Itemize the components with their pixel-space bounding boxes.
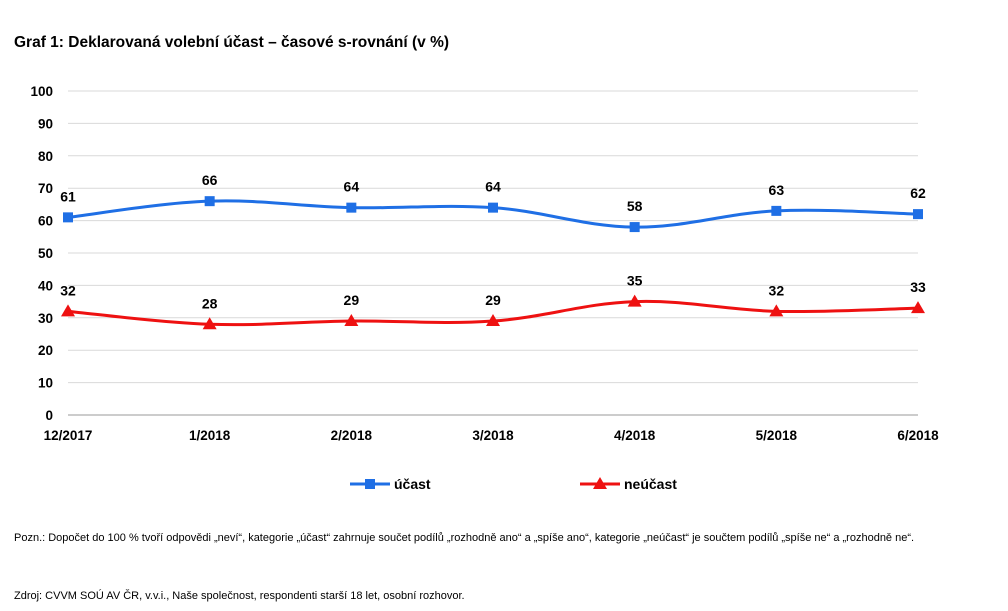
gridlines <box>68 90 918 416</box>
x-tick-label: 6/2018 <box>897 428 939 443</box>
x-axis-ticks: 12/2017 1/2018 2/2018 3/2018 4/2018 5/2018 6/2… <box>44 428 940 443</box>
data-label-ucast: 58 <box>627 198 643 214</box>
source-note: Zdroj: CVVM SOÚ AV ČR, v.v.i., Naše spol… <box>14 590 465 602</box>
data-label-ucast: 62 <box>910 185 926 201</box>
data-label-ucast: 63 <box>769 182 785 198</box>
x-tick-label: 2/2018 <box>331 428 373 443</box>
y-tick-label: 20 <box>38 343 53 358</box>
x-tick-label: 1/2018 <box>189 428 231 443</box>
legend-marker-neucast <box>593 477 607 489</box>
x-tick-label: 4/2018 <box>614 428 656 443</box>
line-chart: 0 10 20 30 40 50 60 70 80 90 100 12/2017 1/2018 2/20… <box>30 84 940 492</box>
y-tick-label: 80 <box>38 149 53 164</box>
data-point-ucast <box>629 222 640 233</box>
data-point-ucast <box>488 202 498 213</box>
x-tick-label: 12/2017 <box>44 428 93 443</box>
data-label-neucast: 29 <box>485 292 501 308</box>
data-point-neucast <box>61 304 75 317</box>
data-label-ucast: 64 <box>344 179 360 195</box>
x-tick-label: 3/2018 <box>472 428 514 443</box>
y-tick-label: 70 <box>38 181 53 196</box>
y-tick-label: 0 <box>45 408 53 423</box>
y-tick-label: 40 <box>38 278 53 293</box>
data-label-neucast: 32 <box>60 282 76 298</box>
legend-marker-ucast <box>365 479 375 489</box>
legend: účast neúčast <box>350 476 677 492</box>
data-label-neucast: 33 <box>910 279 926 295</box>
y-tick-label: 50 <box>38 246 53 261</box>
y-tick-label: 60 <box>38 214 53 229</box>
y-tick-label: 10 <box>38 376 53 391</box>
footnote: Pozn.: Dopočet do 100 % tvoří odpovědi „… <box>14 532 915 544</box>
data-point-ucast <box>913 209 923 220</box>
data-label-neucast: 28 <box>202 295 218 311</box>
data-point-ucast <box>63 212 73 223</box>
data-label-ucast: 66 <box>202 172 218 188</box>
data-point-ucast <box>771 205 782 216</box>
y-axis-ticks: 0 10 20 30 40 50 60 70 80 90 100 <box>30 84 53 423</box>
data-point-neucast <box>486 314 500 327</box>
chart-title: Graf 1: Deklarovaná volební účast – časo… <box>14 34 450 51</box>
data-label-ucast: 64 <box>485 179 501 195</box>
data-label-ucast: 61 <box>60 188 76 204</box>
data-point-neucast <box>344 314 359 327</box>
data-point-neucast <box>627 294 642 307</box>
data-point-neucast <box>202 317 217 330</box>
data-point-ucast <box>204 196 215 207</box>
data-labels: 61 66 64 64 58 63 62 32 28 29 29 35 32 33 <box>60 172 926 311</box>
legend-label-ucast: účast <box>394 476 431 492</box>
data-label-neucast: 32 <box>769 282 785 298</box>
data-point-neucast <box>911 301 925 314</box>
series-group <box>61 196 925 330</box>
y-tick-label: 90 <box>38 116 53 131</box>
data-label-neucast: 29 <box>344 292 360 308</box>
data-point-neucast <box>769 304 784 317</box>
data-label-neucast: 35 <box>627 273 643 289</box>
x-tick-label: 5/2018 <box>756 428 798 443</box>
y-tick-label: 30 <box>38 311 53 326</box>
data-point-ucast <box>346 202 357 213</box>
legend-label-neucast: neúčast <box>624 476 677 492</box>
y-tick-label: 100 <box>30 84 53 99</box>
